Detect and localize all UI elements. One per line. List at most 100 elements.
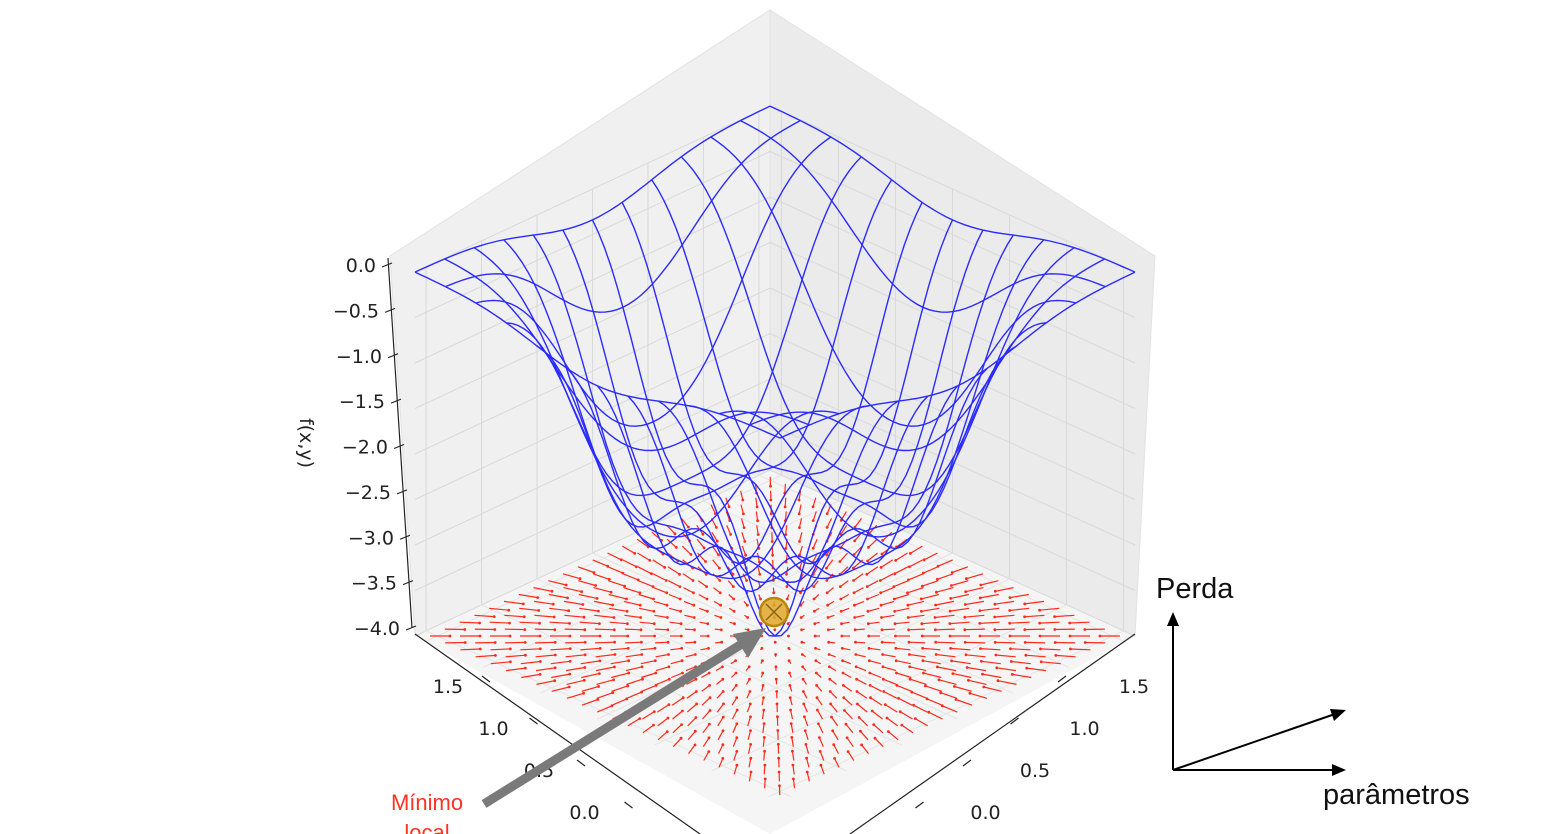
- quiver-arrowhead: [813, 609, 816, 613]
- quiver-arrow: [505, 654, 526, 658]
- quiver-arrow: [798, 532, 803, 542]
- quiver-arrowhead: [857, 716, 861, 719]
- quiver-arrow: [566, 679, 585, 685]
- quiver-arrow: [833, 744, 840, 754]
- quiver-arrow: [670, 660, 683, 665]
- quiver-arrow: [671, 672, 683, 679]
- x-tick-label: 0.0: [569, 802, 599, 824]
- quiver-arrowhead: [463, 628, 467, 631]
- quiver-arrowhead: [879, 579, 882, 582]
- quiver-arrowhead: [880, 616, 883, 619]
- quiver-arrowhead: [935, 590, 938, 594]
- quiver-arrow: [637, 552, 651, 561]
- y-tick-mark: [1057, 675, 1067, 683]
- quiver-arrowhead: [1023, 641, 1027, 644]
- x-tick-mark: [624, 801, 633, 809]
- quiver-arrowhead: [844, 722, 848, 726]
- quiver-arrowhead: [714, 526, 718, 529]
- quiver-arrowhead: [552, 615, 556, 619]
- quiver-arrowhead: [678, 572, 681, 576]
- quiver-arrow: [761, 709, 765, 720]
- quiver-arrow: [669, 621, 682, 625]
- quiver-arrow: [853, 573, 864, 581]
- quiver-arrow: [581, 698, 599, 706]
- quiver-arrowhead: [948, 622, 952, 625]
- quiver-arrow: [702, 710, 711, 720]
- quiver-arrowhead: [787, 659, 791, 663]
- quiver-arrowhead: [666, 628, 670, 632]
- quiver-arrowhead: [866, 559, 869, 563]
- quiver-arrowhead: [856, 702, 859, 706]
- quiver-arrow: [911, 691, 928, 699]
- quiver-arrow: [592, 559, 608, 567]
- quiver-arrow: [923, 566, 939, 574]
- quiver-arrow: [641, 672, 656, 679]
- quiver-arrow: [519, 607, 539, 612]
- quiver-arrowhead: [612, 628, 616, 632]
- quiver-arrowhead: [553, 666, 557, 670]
- quiver-arrowhead: [735, 750, 739, 753]
- quiver-arrow: [592, 573, 610, 580]
- x-tick-label: 1.0: [478, 718, 508, 740]
- quiver-arrow: [733, 751, 738, 761]
- quiver-arrow: [995, 641, 1016, 644]
- quiver-arrow: [652, 573, 667, 582]
- quiver-arrow: [593, 600, 613, 606]
- quiver-arrow: [731, 697, 738, 706]
- quiver-arrow: [685, 641, 695, 644]
- quiver-arrow: [950, 647, 971, 651]
- quiver-arrow: [623, 600, 641, 606]
- quiver-arrowhead: [761, 671, 765, 675]
- quiver-arrowhead: [855, 677, 858, 681]
- quiver-arrowhead: [762, 736, 766, 739]
- quiver-arrow: [564, 628, 585, 631]
- quiver-arrowhead: [613, 653, 617, 656]
- quiver-arrowhead: [721, 715, 725, 719]
- x-tick-label: 1.5: [433, 676, 463, 698]
- quiver-arrowhead: [1008, 621, 1012, 625]
- quiver-arrow: [671, 697, 684, 706]
- quiver-arrowhead: [666, 640, 670, 644]
- quiver-arrowhead: [789, 722, 793, 725]
- quiver-arrow: [951, 660, 971, 665]
- horizontal-axis-arrowhead: [1332, 764, 1346, 776]
- quiver-arrow: [964, 614, 985, 618]
- quiver-arrowhead: [791, 749, 794, 753]
- quiver-arrow: [550, 648, 571, 651]
- quiver-arrow: [895, 647, 911, 651]
- quiver-arrow: [968, 679, 987, 685]
- quiver-arrow: [747, 730, 752, 740]
- quiver-arrowhead: [788, 684, 792, 687]
- quiver-arrowhead: [805, 770, 809, 774]
- quiver-arrowhead: [652, 597, 655, 601]
- quiver-arrowhead: [906, 591, 909, 595]
- quiver-arrowhead: [776, 715, 779, 719]
- z-tick-label: −1.0: [336, 346, 382, 368]
- quiver-arrow: [504, 628, 525, 631]
- quiver-arrowhead: [880, 552, 884, 556]
- quiver-arrow: [806, 758, 810, 768]
- quiver-arrowhead: [937, 678, 941, 682]
- quiver-arrowhead: [687, 525, 690, 529]
- z-tick-label: −4.0: [354, 618, 400, 640]
- quiver-arrow: [533, 600, 554, 605]
- quiver-arrowhead: [748, 677, 751, 681]
- quiver-arrowhead: [679, 609, 682, 613]
- quiver-arrow: [843, 684, 853, 692]
- quiver-arrow: [1039, 621, 1060, 624]
- quiver-arrow: [741, 532, 746, 542]
- quiver-arrowhead: [705, 597, 709, 601]
- quiver-arrowhead: [478, 621, 481, 625]
- quiver-arrow: [640, 660, 656, 665]
- quiver-arrow: [489, 621, 510, 624]
- quiver-arrowhead: [993, 589, 997, 593]
- quiver-arrow: [909, 653, 926, 658]
- quiver-arrow: [896, 538, 908, 548]
- quiver-arrowhead: [913, 717, 917, 720]
- quiver-arrow: [697, 552, 706, 562]
- quiver-arrow: [756, 552, 760, 563]
- annotation-label-line2: local: [404, 820, 449, 834]
- quiver-arrowhead: [1039, 660, 1043, 664]
- quiver-arrow: [1026, 667, 1047, 672]
